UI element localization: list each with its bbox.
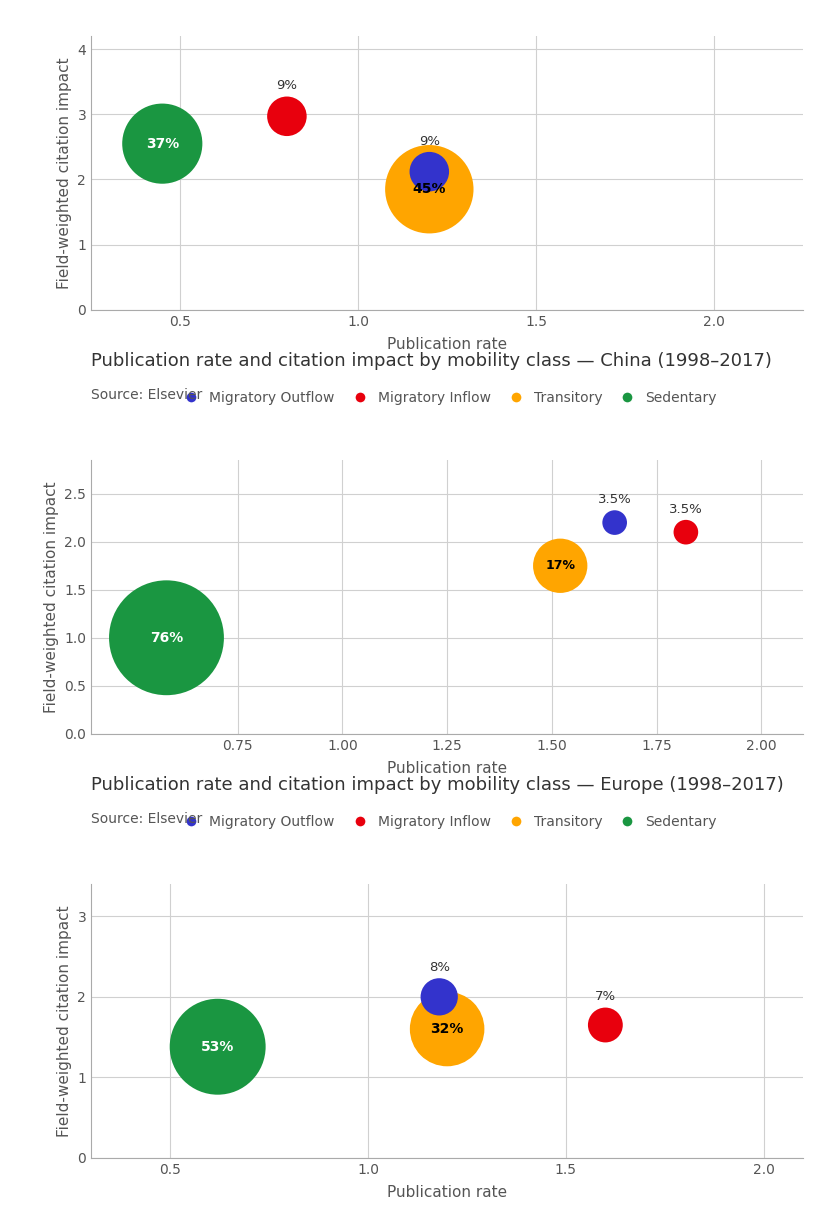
Text: 37%: 37% — [146, 136, 179, 151]
Y-axis label: Field-weighted citation impact: Field-weighted citation impact — [57, 57, 72, 288]
Point — [598, 1015, 611, 1035]
Point — [440, 1019, 453, 1038]
Text: 45%: 45% — [412, 182, 446, 197]
Text: Publication rate and citation impact by mobility class — Europe (1998–2017): Publication rate and citation impact by … — [91, 775, 783, 794]
Text: Source: Elsevier: Source: Elsevier — [91, 813, 202, 826]
Point — [432, 988, 445, 1007]
Point — [160, 628, 173, 648]
X-axis label: Publication rate: Publication rate — [386, 761, 507, 775]
Text: 17%: 17% — [544, 560, 575, 573]
Point — [607, 513, 620, 532]
Text: 9%: 9% — [276, 80, 297, 93]
Point — [422, 180, 435, 199]
Text: 76%: 76% — [150, 631, 183, 645]
Text: 3.5%: 3.5% — [668, 503, 702, 516]
Point — [422, 162, 435, 181]
Text: 7%: 7% — [594, 990, 615, 1003]
Text: 3.5%: 3.5% — [597, 493, 631, 507]
Text: 8%: 8% — [428, 961, 449, 974]
Text: Publication rate and citation impact by mobility class — China (1998–2017): Publication rate and citation impact by … — [91, 352, 771, 370]
Legend: Migratory Outflow, Migratory Inflow, Transitory, Sedentary: Migratory Outflow, Migratory Inflow, Tra… — [171, 809, 722, 835]
Legend: Migratory Outflow, Migratory Inflow, Transitory, Sedentary: Migratory Outflow, Migratory Inflow, Tra… — [171, 385, 722, 410]
X-axis label: Publication rate: Publication rate — [386, 1185, 507, 1200]
X-axis label: Publication rate: Publication rate — [386, 336, 507, 352]
Text: Source: Elsevier: Source: Elsevier — [91, 388, 202, 403]
Point — [211, 1037, 224, 1056]
Point — [280, 106, 294, 125]
Y-axis label: Field-weighted citation impact: Field-weighted citation impact — [44, 481, 59, 713]
Y-axis label: Field-weighted citation impact: Field-weighted citation impact — [57, 906, 72, 1137]
Point — [155, 134, 169, 153]
Text: 53%: 53% — [201, 1040, 234, 1054]
Point — [678, 522, 691, 541]
Point — [553, 556, 566, 575]
Text: 9%: 9% — [418, 135, 439, 147]
Text: 32%: 32% — [430, 1021, 463, 1036]
